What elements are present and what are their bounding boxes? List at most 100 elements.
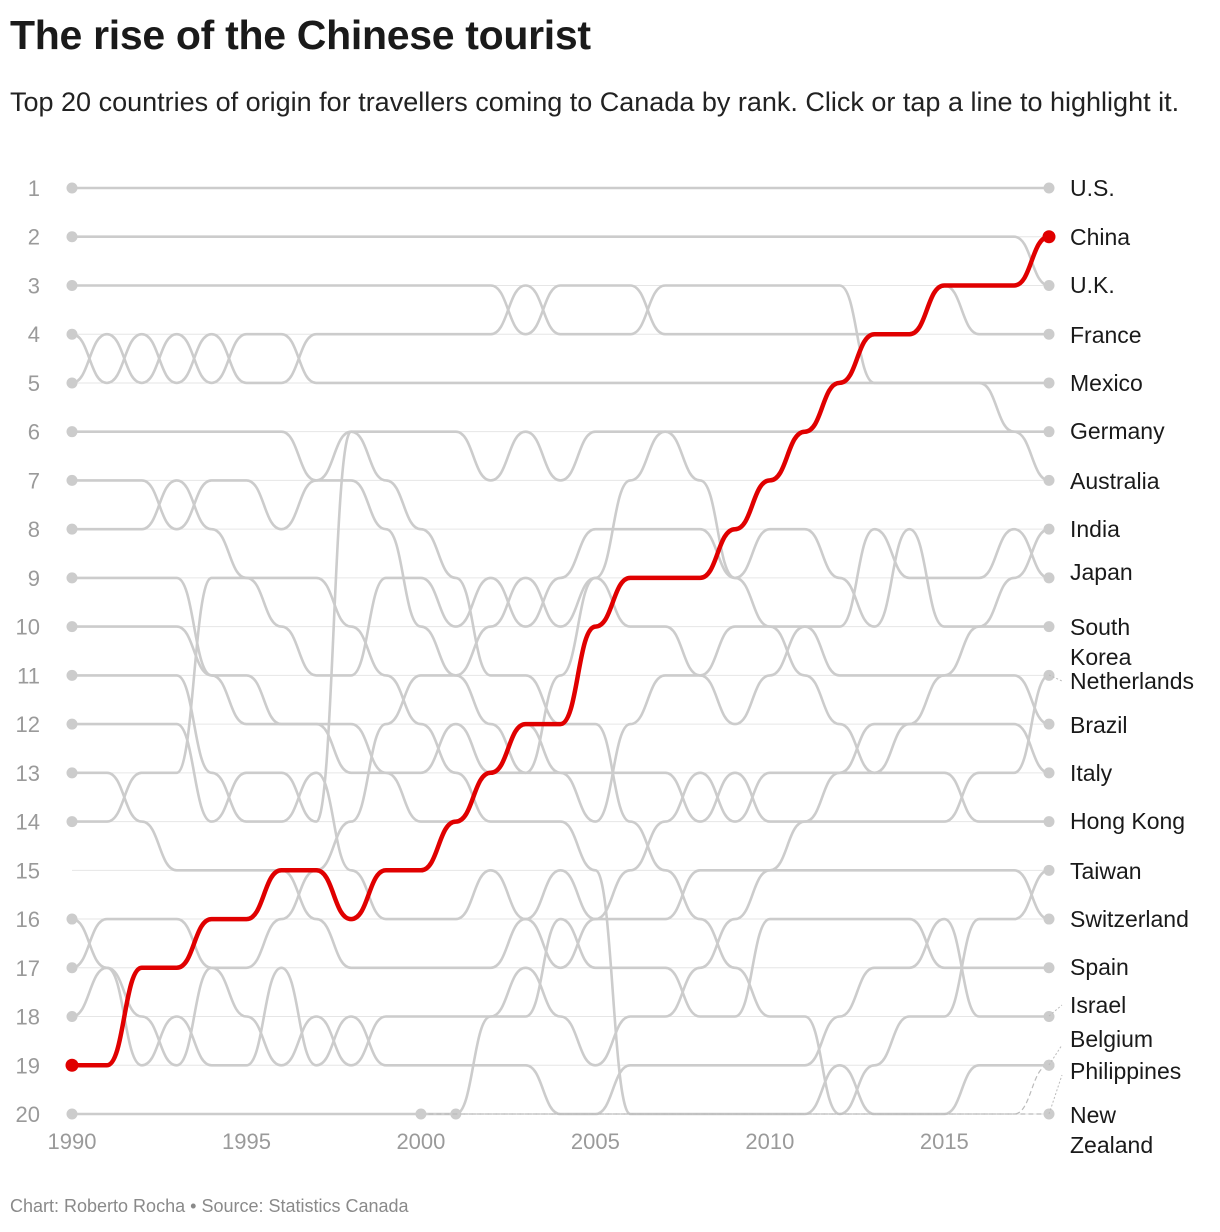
series-line-israel[interactable] — [70, 917, 1051, 1116]
series-netherlands[interactable] — [66, 572, 1055, 823]
end-point-mexico[interactable] — [1043, 377, 1055, 389]
series-line-italy[interactable] — [70, 625, 1051, 823]
start-point-italy[interactable] — [66, 621, 78, 633]
right-label-india[interactable]: India — [1070, 516, 1120, 542]
series-line-japan[interactable] — [70, 479, 1051, 775]
end-point-u-k[interactable] — [1043, 279, 1055, 291]
series-philippines[interactable] — [450, 1059, 1055, 1120]
start-point-australia[interactable] — [66, 426, 78, 438]
right-label-france[interactable]: France — [1070, 322, 1142, 348]
series-line-spain[interactable] — [70, 917, 1051, 1067]
series-line-u-k[interactable] — [70, 235, 1051, 287]
right-label-germany[interactable]: Germany — [1070, 418, 1165, 444]
series-lines[interactable] — [66, 182, 1055, 1120]
series-italy[interactable] — [66, 621, 1055, 823]
series-line-taiwan[interactable] — [70, 430, 1051, 1116]
series-switzerland[interactable] — [66, 767, 1055, 970]
right-label-taiwan[interactable]: Taiwan — [1070, 858, 1142, 884]
series-line-mexico[interactable] — [70, 332, 1051, 385]
end-point-india[interactable] — [1043, 523, 1055, 535]
right-label-israel[interactable]: Israel — [1070, 992, 1126, 1018]
series-line-india[interactable] — [70, 527, 1051, 1116]
start-point-mexico[interactable] — [66, 377, 78, 389]
start-point-switzerland[interactable] — [66, 767, 78, 779]
end-point-u-s[interactable] — [1043, 182, 1055, 194]
series-line-hong-kong[interactable] — [70, 674, 1051, 921]
start-point-brazil[interactable] — [66, 913, 78, 925]
end-point-australia[interactable] — [1043, 474, 1055, 486]
series-u-k[interactable] — [66, 231, 1055, 291]
series-line-philippines[interactable] — [455, 1064, 1050, 1115]
right-label-italy[interactable]: Italy — [1070, 760, 1113, 786]
series-line-netherlands[interactable] — [70, 576, 1051, 823]
end-point-taiwan[interactable] — [1043, 864, 1055, 876]
end-point-brazil[interactable] — [1043, 718, 1055, 730]
start-point-france[interactable] — [66, 279, 78, 291]
series-germany[interactable] — [66, 284, 1055, 438]
start-point-israel[interactable] — [66, 1011, 78, 1023]
series-india[interactable] — [66, 523, 1055, 1120]
start-point-china[interactable] — [65, 1058, 79, 1072]
right-label-u-s[interactable]: U.S. — [1070, 175, 1115, 201]
right-label-mexico[interactable]: Mexico — [1070, 370, 1143, 396]
start-point-spain[interactable] — [66, 962, 78, 974]
start-point-india[interactable] — [66, 1108, 78, 1120]
series-belgium[interactable] — [66, 576, 1055, 1116]
end-point-israel[interactable] — [1043, 1011, 1055, 1023]
series-line-brazil[interactable] — [70, 430, 1051, 1067]
end-point-switzerland[interactable] — [1043, 913, 1055, 925]
end-point-south-korea[interactable] — [1043, 621, 1055, 633]
series-israel[interactable] — [66, 917, 1055, 1116]
start-point-japan[interactable] — [66, 474, 78, 486]
start-point-germany[interactable] — [66, 328, 78, 340]
series-new-zealand[interactable] — [415, 1108, 1055, 1120]
series-u-s[interactable] — [66, 182, 1055, 194]
series-line-germany[interactable] — [70, 284, 1051, 433]
start-point-south-korea[interactable] — [66, 523, 78, 535]
series-line-australia[interactable] — [70, 430, 1051, 482]
series-japan[interactable] — [66, 474, 1055, 775]
series-brazil[interactable] — [66, 430, 1055, 1067]
right-label-new-zealand[interactable]: New Zealand — [1070, 1102, 1153, 1158]
start-point-belgium[interactable] — [66, 816, 78, 828]
series-china[interactable] — [65, 230, 1056, 1072]
end-point-china[interactable] — [1042, 230, 1056, 244]
right-label-spain[interactable]: Spain — [1070, 954, 1129, 980]
series-mexico[interactable] — [66, 332, 1055, 389]
series-line-switzerland[interactable] — [70, 771, 1051, 970]
series-line-belgium[interactable] — [70, 576, 1051, 1116]
right-label-switzerland[interactable]: Switzerland — [1070, 906, 1189, 932]
right-label-brazil[interactable]: Brazil — [1070, 712, 1128, 738]
start-point-hong-kong[interactable] — [66, 669, 78, 681]
series-taiwan[interactable] — [66, 430, 1055, 1116]
start-point-taiwan[interactable] — [66, 718, 78, 730]
right-label-belgium[interactable]: Belgium — [1070, 1026, 1153, 1052]
right-label-china[interactable]: China — [1070, 224, 1130, 250]
right-label-australia[interactable]: Australia — [1070, 468, 1160, 494]
start-point-new-zealand[interactable] — [415, 1108, 427, 1120]
right-label-south-korea[interactable]: South Korea — [1070, 614, 1132, 670]
start-point-netherlands[interactable] — [66, 572, 78, 584]
series-line-china[interactable] — [69, 234, 1052, 1068]
right-label-hong-kong[interactable]: Hong Kong — [1070, 808, 1185, 834]
series-spain[interactable] — [66, 917, 1055, 1067]
right-label-philippines[interactable]: Philippines — [1070, 1058, 1181, 1084]
right-label-japan[interactable]: Japan — [1070, 559, 1133, 585]
start-point-u-s[interactable] — [66, 182, 78, 194]
series-hong-kong[interactable] — [66, 669, 1055, 921]
end-point-germany[interactable] — [1043, 426, 1055, 438]
right-label-netherlands[interactable]: Netherlands — [1070, 668, 1194, 694]
end-point-hong-kong[interactable] — [1043, 816, 1055, 828]
series-labels[interactable]: U.S. China U.K. France Mexico Germany Australi… — [1048, 175, 1194, 1158]
series-france[interactable] — [66, 279, 1055, 340]
start-point-u-k[interactable] — [66, 231, 78, 243]
end-point-japan[interactable] — [1043, 572, 1055, 584]
right-label-u-k[interactable]: U.K. — [1070, 272, 1115, 298]
end-point-france[interactable] — [1043, 328, 1055, 340]
end-point-spain[interactable] — [1043, 962, 1055, 974]
series-australia[interactable] — [66, 426, 1055, 486]
series-line-france[interactable] — [70, 284, 1051, 336]
end-point-italy[interactable] — [1043, 767, 1055, 779]
end-point-philippines[interactable] — [1043, 1059, 1055, 1071]
